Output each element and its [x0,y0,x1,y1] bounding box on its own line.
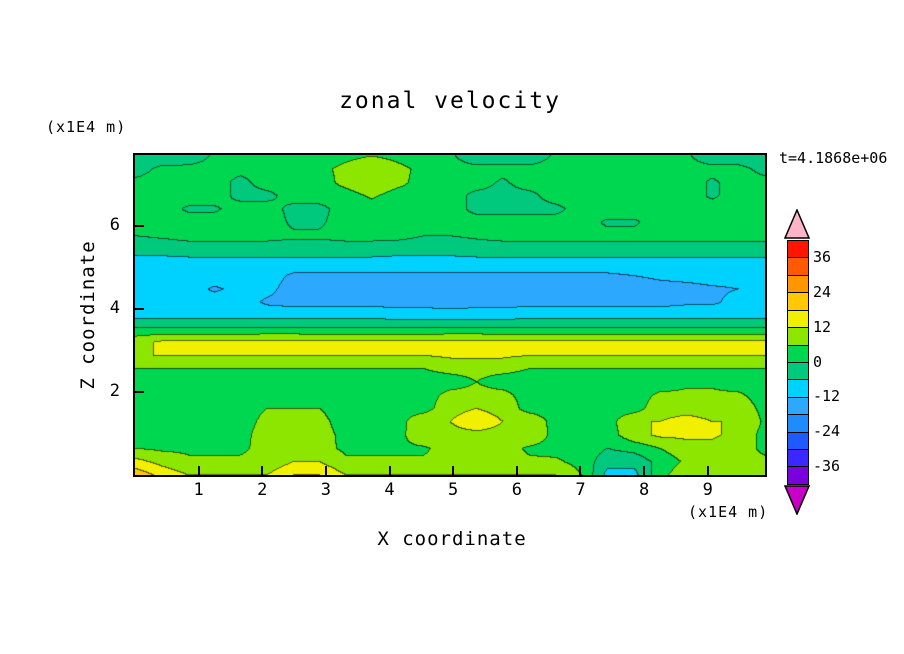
colorbar-segment [788,292,808,310]
timestamp-label: t=4.1868e+06 [779,149,888,167]
x-tick-label: 1 [193,480,204,500]
x-tick-label: 5 [448,480,459,500]
z-axis-units-label: (x1E4 m) [46,118,127,136]
x-axis-units-label: (x1E4 m) [688,503,769,521]
colorbar-segment [788,344,808,362]
plot-title: zonal velocity [339,88,561,114]
z-tick-label: 2 [109,380,120,401]
x-axis-tick [197,466,200,475]
colorbar-label: 0 [813,352,823,371]
colorbar-segment [788,449,808,467]
colorbar-label: 24 [813,283,832,302]
x-axis-tick [324,466,327,475]
z-axis-tick [135,390,144,393]
x-axis-title: X coordinate [377,528,527,550]
z-axis-tick [135,307,144,310]
colorbar-segment [788,396,808,415]
colorbar-segment [788,327,808,345]
colorbar-label: 36 [813,248,832,267]
colorbar-segment [788,241,808,258]
x-tick-label: 3 [320,480,332,500]
colorbar-segment [788,431,808,450]
x-axis-tick [643,466,646,475]
x-tick-label: 2 [257,480,268,500]
colorbar-segment [788,309,808,328]
colorbar-segment [788,379,808,397]
z-tick-label: 4 [109,297,120,318]
colorbar [787,240,809,485]
colorbar-label: -36 [813,456,841,475]
plot-area [133,153,767,477]
colorbar-segment [788,274,808,293]
x-axis-tick [388,466,391,475]
colorbar-segment [788,257,808,275]
contour-canvas [135,155,765,475]
colorbar-label: -24 [813,421,841,440]
x-tick-label: 6 [511,480,522,500]
colorbar-top-arrow-icon [784,209,810,239]
x-axis-tick [452,466,455,475]
x-tick-label: 7 [575,480,586,500]
colorbar-label: 12 [813,317,832,336]
colorbar-bottom-arrow-icon [784,485,810,515]
z-axis-tick [135,224,144,227]
colorbar-label: -12 [813,387,841,406]
x-tick-label: 8 [638,480,650,500]
x-tick-label: 9 [702,480,713,500]
x-tick-label: 4 [384,480,395,500]
colorbar-segment [788,466,808,484]
x-axis-tick [261,466,264,475]
colorbar-segment [788,361,808,380]
x-axis-tick [706,466,709,475]
z-tick-label: 6 [109,214,120,235]
colorbar-segment [788,414,808,432]
x-axis-tick [579,466,582,475]
x-axis-tick [515,466,518,475]
